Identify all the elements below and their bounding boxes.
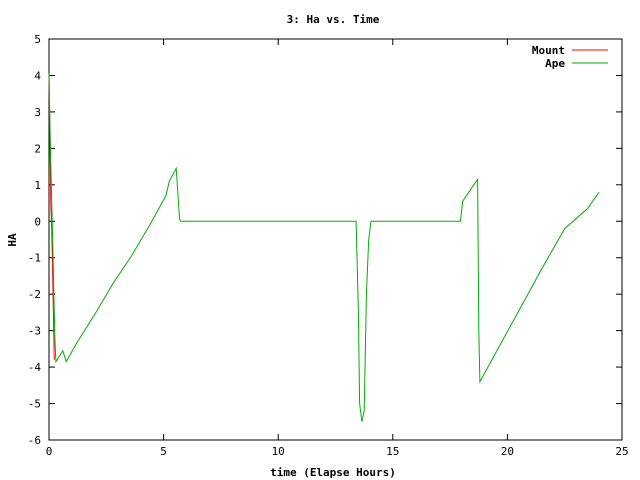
y-tick-label: -4: [28, 361, 42, 374]
plot-frame: [48, 38, 623, 441]
y-axis-label: HA: [6, 233, 19, 247]
plot-area: [48, 38, 623, 441]
x-tick-label: 15: [386, 445, 399, 458]
y-tick-label: -1: [28, 252, 41, 265]
y-tick-label: 3: [34, 106, 41, 119]
legend-label-mount: Mount: [532, 44, 565, 57]
y-tick-label: 5: [34, 33, 41, 46]
chart-title: 3: Ha vs. Time: [287, 13, 380, 26]
y-tick-label: 0: [34, 215, 41, 228]
y-tick-label: -3: [28, 325, 41, 338]
series-line-ape: [48, 73, 600, 422]
x-tick-label: 10: [272, 445, 285, 458]
y-tick-label: -2: [28, 288, 41, 301]
x-tick-label: 0: [46, 445, 53, 458]
x-tick-label: 20: [501, 445, 514, 458]
y-tick-label: -6: [28, 434, 41, 447]
series-group: [48, 73, 600, 422]
y-tick-label: 4: [34, 69, 41, 82]
y-tick-label: -5: [28, 398, 41, 411]
legend-label-ape: Ape: [545, 57, 565, 70]
x-tick-label: 5: [160, 445, 167, 458]
x-axis-label: time (Elapse Hours): [270, 466, 396, 479]
y-tick-label: 1: [34, 179, 41, 192]
axis-ticks: 0 5 10 15 20 25 -6 -5 -4 -3 -2 -1 0 1 2 3 4 5: [28, 33, 629, 458]
x-tick-label: 25: [615, 445, 628, 458]
y-tick-label: 2: [34, 142, 41, 155]
